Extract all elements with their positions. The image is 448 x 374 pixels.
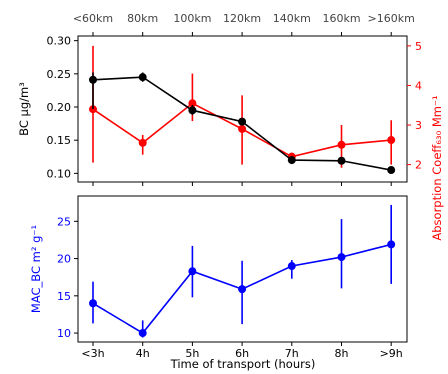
x-tick-label: 6h	[235, 347, 249, 360]
bottom-y-tick-label: 10	[57, 327, 71, 340]
mac-blue-point	[287, 262, 296, 271]
top-left-y-tick-label: 0.15	[47, 134, 72, 147]
top-x-ticks	[92, 32, 392, 186]
x-tick-label: 7h	[285, 347, 299, 360]
mac-blue-point	[89, 299, 97, 308]
top-left-y-tick-label: 0.25	[47, 68, 72, 81]
x-tick-label: 8h	[335, 347, 349, 360]
distance-tick-label: <60km	[73, 12, 113, 25]
top-right-y-ticks: 2 3 4 5	[407, 40, 422, 172]
absorption-red-point	[337, 140, 346, 149]
bottom-series-layer	[89, 204, 396, 338]
mac-blue-point	[337, 253, 346, 262]
top-right-y-axis-label: Absorption Coeff₆₃₀ Mm⁻¹	[430, 95, 444, 240]
mac-blue-point	[238, 285, 247, 294]
x-axis-label: Time of transport (hours)	[170, 357, 316, 371]
bc-black-point	[89, 75, 97, 84]
absorption-red-point	[89, 105, 97, 114]
top-left-y-ticks: 0.10 0.15 0.20 0.25 0.30	[47, 35, 78, 180]
bc-black-point	[238, 117, 247, 126]
top-series-layer	[89, 45, 396, 175]
bc-black-point	[188, 106, 197, 115]
bc-black-point	[337, 156, 346, 165]
distance-tick-label: 100km	[173, 12, 211, 25]
top-right-y-tick-label: 2	[415, 159, 422, 172]
absorption-red-point	[387, 136, 396, 145]
mac-blue-point	[138, 329, 147, 338]
x-tick-label: 4h	[136, 347, 150, 360]
mac-blue-point	[387, 240, 396, 249]
top-right-y-tick-label: 3	[415, 119, 422, 132]
bottom-y-axis-label: MAC_BC m² g⁻¹	[29, 225, 43, 313]
distance-tick-label: 120km	[223, 12, 261, 25]
top-left-y-axis-label: BC μg/m³	[17, 82, 31, 136]
x-tick-label: <3h	[81, 347, 104, 360]
bc-black-point	[287, 156, 296, 165]
distance-tick-label: 80km	[127, 12, 158, 25]
distance-tick-label: >160km	[368, 12, 415, 25]
absorption-red-point	[188, 99, 197, 108]
absorption-red-point	[138, 138, 147, 147]
x-tick-label: 5h	[185, 347, 199, 360]
bottom-left-y-ticks: 10 15 20 25	[57, 215, 78, 340]
top-distance-tick-labels: <60km 80km 100km 120km 140km 160km >160km	[73, 12, 415, 25]
top-panel: <60km 80km 100km 120km 140km 160km >160km 0.10…	[17, 12, 444, 241]
bc-black-point	[387, 166, 396, 175]
absorption-red-point	[238, 124, 247, 133]
mac-blue-point	[188, 267, 197, 276]
top-left-y-tick-label: 0.30	[47, 35, 72, 48]
bottom-y-tick-label: 20	[57, 253, 71, 266]
bc-black-point	[138, 73, 147, 82]
bottom-x-ticks: <3h 4h 5h 6h 7h 8h >9h	[81, 342, 403, 360]
top-right-y-tick-label: 4	[415, 79, 422, 92]
top-right-y-tick-label: 5	[415, 40, 422, 53]
bottom-y-tick-label: 15	[57, 290, 71, 303]
distance-tick-label: 140km	[273, 12, 311, 25]
x-tick-label: >9h	[380, 347, 403, 360]
top-left-y-tick-label: 0.10	[47, 167, 72, 180]
distance-tick-label: 160km	[322, 12, 360, 25]
bottom-y-tick-label: 25	[57, 215, 71, 228]
top-left-y-tick-label: 0.20	[47, 101, 72, 114]
